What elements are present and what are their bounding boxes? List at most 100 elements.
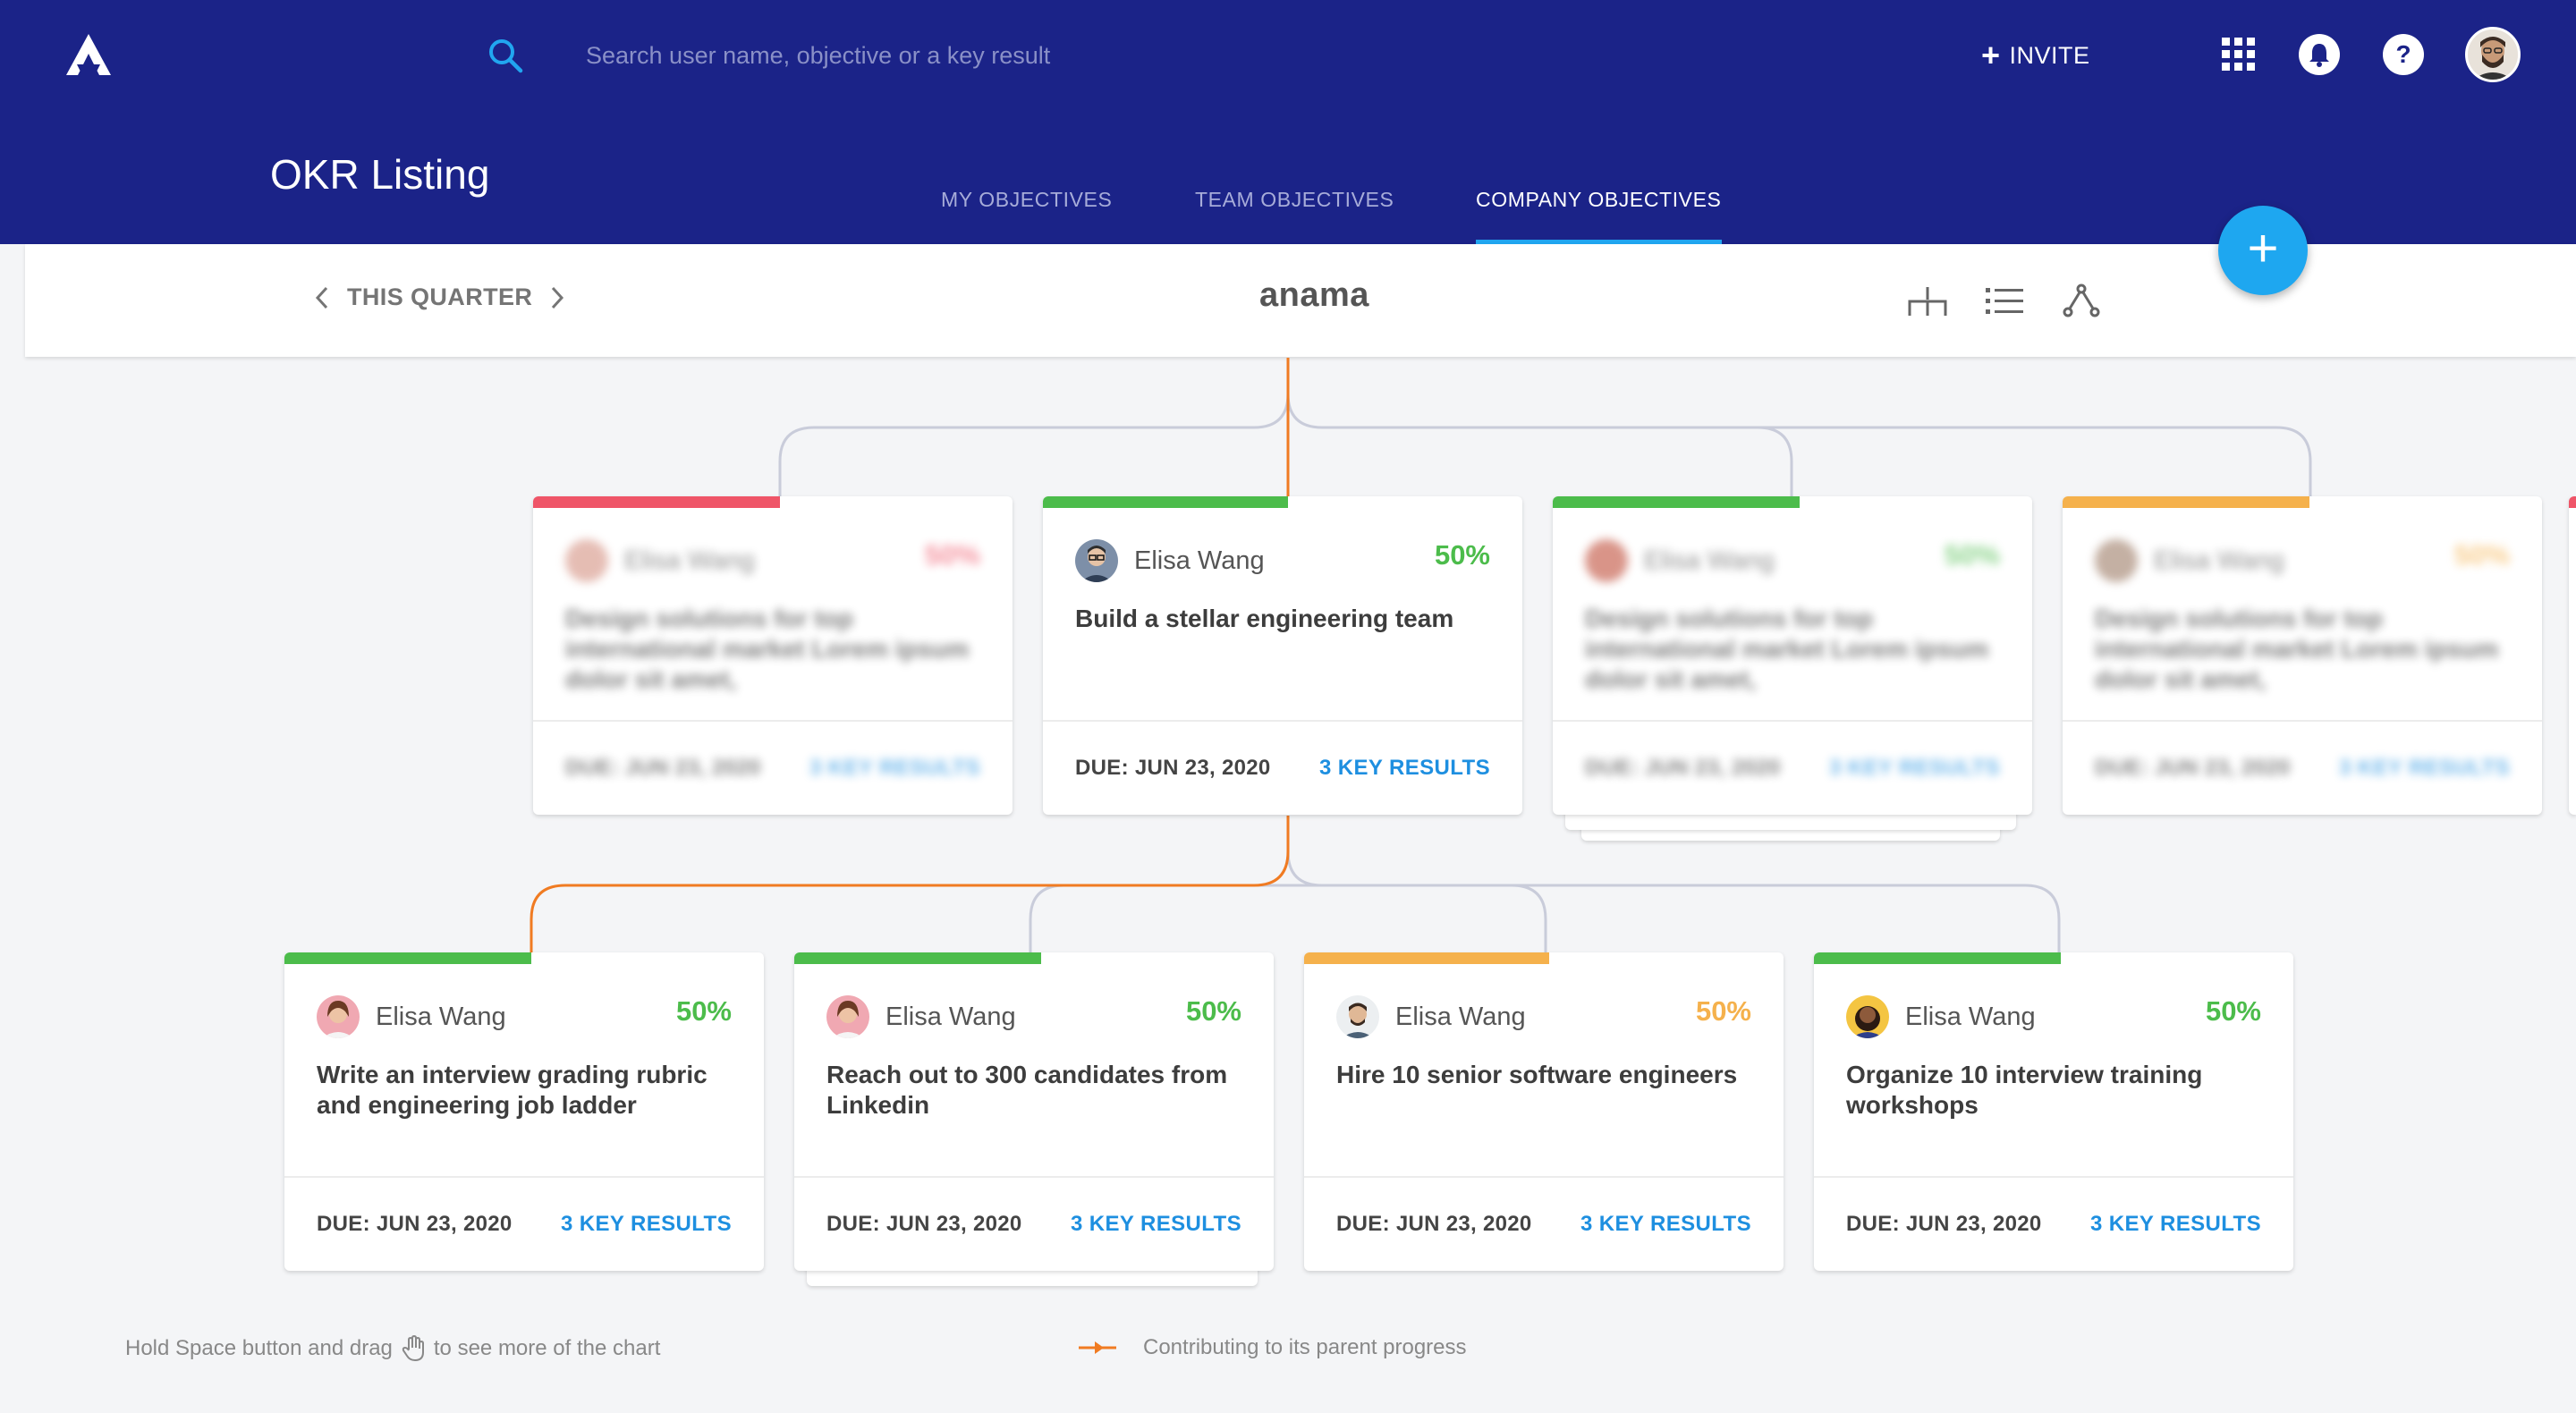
drag-hint-text-after: to see more of the chart	[433, 1336, 661, 1360]
owner-name: Elisa Wang	[1395, 1002, 1526, 1031]
tree-view-icon[interactable]	[1905, 282, 1950, 319]
due-date: DUE: JUN 23, 2020	[317, 1212, 513, 1236]
owner-avatar	[1075, 539, 1118, 582]
progress-bar	[533, 496, 780, 508]
objective-card[interactable]: Elisa Wang 50% Design solutions for top …	[533, 496, 1013, 815]
network-view-icon[interactable]	[2059, 282, 2104, 319]
progress-bar	[1814, 952, 2061, 964]
tab-my-objectives[interactable]: MY OBJECTIVES	[941, 188, 1113, 211]
progress-bar	[1043, 496, 1288, 508]
legend: Contributing to its parent progress	[1079, 1335, 1467, 1360]
due-date: DUE: JUN 23, 2020	[2095, 756, 2291, 780]
owner-name: Elisa Wang	[886, 1002, 1016, 1031]
owner-name: Elisa Wang	[1905, 1002, 2036, 1031]
objective-card[interactable]: Elisa Wang 50% Build a stellar engineeri…	[1043, 496, 1522, 815]
app-logo[interactable]	[64, 32, 113, 77]
company-name: anama	[1259, 276, 1369, 314]
help-icon[interactable]: ?	[2381, 32, 2426, 77]
plus-icon: +	[1981, 37, 2001, 73]
objective-title: Build a stellar engineering team	[1075, 605, 1454, 632]
key-results-link[interactable]: 3 KEY RESULTS	[560, 1212, 732, 1236]
progress-bar	[2063, 496, 2309, 508]
list-view-icon[interactable]	[1982, 282, 2027, 319]
objective-card[interactable]: Elisa Wang 50% Design solutions for top …	[2063, 496, 2542, 815]
owner-avatar	[826, 995, 869, 1038]
objective-title: Design solutions for top international m…	[1585, 605, 1989, 693]
progress-percent: 50%	[2205, 995, 2261, 1027]
divider	[1814, 1176, 2293, 1178]
apps-grid-icon[interactable]	[2216, 32, 2261, 77]
objective-card-partial[interactable]	[2569, 496, 2576, 815]
key-results-link[interactable]: 3 KEY RESULTS	[1318, 756, 1490, 780]
user-avatar[interactable]	[2465, 27, 2521, 82]
search-input[interactable]	[586, 34, 1391, 77]
due-date: DUE: JUN 23, 2020	[565, 756, 761, 780]
owner: Elisa Wang	[1846, 995, 2036, 1038]
progress-percent: 50%	[1944, 539, 2000, 571]
objectives-toolbar: THIS QUARTER anama	[25, 244, 2576, 357]
divider	[284, 1176, 764, 1178]
tab-team-objectives[interactable]: TEAM OBJECTIVES	[1195, 188, 1394, 211]
objective-title: Organize 10 interview training workshops	[1846, 1061, 2203, 1119]
due-date: DUE: JUN 23, 2020	[826, 1212, 1022, 1236]
objective-title: Design solutions for top international m…	[565, 605, 970, 693]
owner: Elisa Wang	[2095, 539, 2284, 582]
owner-name: Elisa Wang	[2154, 546, 2284, 575]
objective-card[interactable]: Elisa Wang 50% Reach out to 300 candidat…	[794, 952, 1274, 1271]
objective-card[interactable]: Elisa Wang 50% Hire 10 senior software e…	[1304, 952, 1784, 1271]
key-results-link[interactable]: 3 KEY RESULTS	[2089, 1212, 2261, 1236]
objective-title: Hire 10 senior software engineers	[1336, 1061, 1738, 1088]
divider	[1304, 1176, 1784, 1178]
owner-name: Elisa Wang	[1644, 546, 1775, 575]
drag-hint-text-before: Hold Space button and drag	[125, 1336, 393, 1360]
quarter-selector: THIS QUARTER	[311, 283, 568, 311]
owner: Elisa Wang	[565, 539, 755, 582]
divider	[1043, 720, 1522, 722]
divider	[794, 1176, 1274, 1178]
divider	[533, 720, 1013, 722]
progress-percent: 50%	[1434, 539, 1490, 571]
due-date: DUE: JUN 23, 2020	[1336, 1212, 1532, 1236]
owner-name: Elisa Wang	[1134, 546, 1265, 575]
progress-percent: 50%	[1185, 995, 1241, 1027]
owner: Elisa Wang	[1585, 539, 1775, 582]
objective-card[interactable]: Elisa Wang 50% Write an interview gradin…	[284, 952, 764, 1271]
drag-hint: Hold Space button and drag to see more o…	[125, 1335, 660, 1362]
progress-percent: 50%	[924, 539, 980, 571]
owner: Elisa Wang	[1075, 539, 1265, 582]
key-results-link[interactable]: 3 KEY RESULTS	[2338, 756, 2510, 780]
objective-title: Write an interview grading rubric and en…	[317, 1061, 708, 1119]
key-results-link[interactable]: 3 KEY RESULTS	[809, 756, 980, 780]
search-icon[interactable]	[486, 36, 525, 75]
key-results-link[interactable]: 3 KEY RESULTS	[1828, 756, 2000, 780]
objective-title: Reach out to 300 candidates from Linkedi…	[826, 1061, 1228, 1119]
chevron-right-icon[interactable]	[547, 284, 568, 311]
svg-text:?: ?	[2395, 40, 2411, 68]
key-results-link[interactable]: 3 KEY RESULTS	[1580, 1212, 1751, 1236]
progress-percent: 50%	[1695, 995, 1751, 1027]
invite-button[interactable]: + INVITE	[1981, 36, 2090, 75]
tab-company-objectives[interactable]: COMPANY OBJECTIVES	[1476, 188, 1722, 244]
notification-bell-icon[interactable]	[2297, 32, 2342, 77]
progress-percent: 50%	[675, 995, 732, 1027]
objective-card[interactable]: Elisa Wang 50% Organize 10 interview tra…	[1814, 952, 2293, 1271]
key-results-link[interactable]: 3 KEY RESULTS	[1070, 1212, 1241, 1236]
owner: Elisa Wang	[1336, 995, 1526, 1038]
objective-card[interactable]: Elisa Wang 50% Design solutions for top …	[1553, 496, 2032, 815]
orange-arrow-icon	[1079, 1341, 1116, 1354]
owner-avatar	[1336, 995, 1379, 1038]
divider	[2063, 720, 2542, 722]
page-title: OKR Listing	[270, 151, 490, 198]
owner-name: Elisa Wang	[376, 1002, 506, 1031]
top-app-bar: + INVITE ? OKR Listing MY OBJECTIVES TEA…	[0, 0, 2576, 244]
chevron-left-icon[interactable]	[311, 284, 333, 311]
hand-drag-icon	[402, 1335, 424, 1362]
owner: Elisa Wang	[317, 995, 506, 1038]
progress-bar	[2569, 496, 2576, 508]
add-objective-button[interactable]: +	[2218, 206, 2308, 295]
owner: Elisa Wang	[826, 995, 1016, 1038]
objective-title: Design solutions for top international m…	[2095, 605, 2499, 693]
quarter-label[interactable]: THIS QUARTER	[347, 283, 533, 310]
progress-bar	[794, 952, 1041, 964]
progress-bar	[284, 952, 531, 964]
